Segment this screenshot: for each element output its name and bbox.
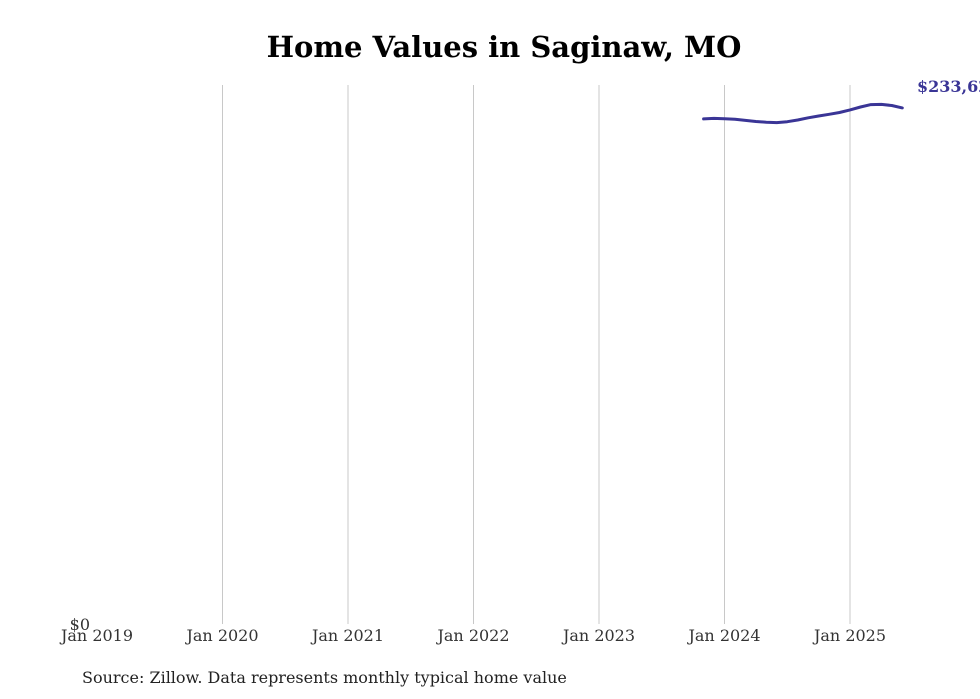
x-tick-label: Jan 2021	[310, 626, 384, 645]
gridlines	[222, 85, 851, 624]
x-tick-label: Jan 2020	[184, 626, 258, 645]
chart-title: Home Values in Saginaw, MO	[266, 30, 742, 64]
x-tick-label: Jan 2023	[561, 626, 635, 645]
series-lines	[702, 102, 904, 125]
source-note: Source: Zillow. Data represents monthly …	[82, 668, 567, 687]
end-value-label: $233,62	[917, 77, 980, 96]
x-tick-label: Jan 2025	[812, 626, 886, 645]
y-axis-ticks: $0	[70, 615, 90, 634]
x-axis-ticks: Jan 2019 Jan 2020 Jan 2021 Jan 2022 Jan 2023…	[59, 626, 886, 645]
y-tick-label: $0	[70, 615, 90, 634]
x-tick-label: Jan 2019	[59, 626, 133, 645]
series-line	[702, 102, 904, 125]
data-labels: $233,62	[917, 77, 980, 96]
x-tick-label: Jan 2024	[686, 626, 760, 645]
x-tick-label: Jan 2022	[435, 626, 509, 645]
